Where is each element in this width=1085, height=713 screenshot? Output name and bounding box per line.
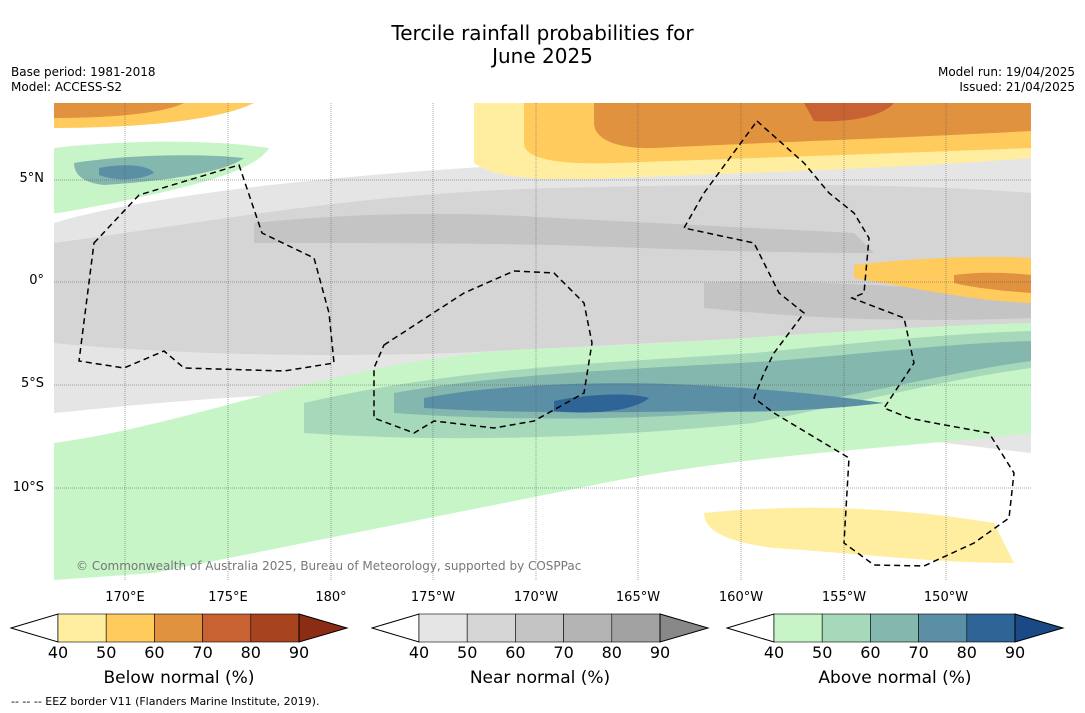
colorbar-near-normal (371, 613, 710, 643)
map-panel: © Commonwealth of Australia 2025, Bureau… (54, 103, 1031, 580)
colorbar-tick-label: 70 (908, 643, 929, 662)
colorbar-segment (773, 613, 823, 643)
colorbar-extend-low (726, 613, 775, 643)
colorbar-segment (870, 613, 919, 643)
colorbar-tick-label: 90 (649, 643, 671, 662)
title-line-2: June 2025 (492, 44, 593, 68)
meta-left: Base period: 1981-2018 Model: ACCESS-S2 (11, 65, 156, 95)
meta-right: Model run: 19/04/2025 Issued: 21/04/2025 (938, 65, 1075, 95)
lon-label: 160°W (718, 590, 764, 605)
colorbar-tick-label: 80 (601, 643, 622, 662)
colorbar-segment (250, 613, 300, 643)
lon-label: 165°W (615, 590, 661, 605)
issued-date: Issued: 21/04/2025 (959, 80, 1075, 94)
colorbar-segment (563, 613, 613, 643)
lon-label: 170°W (513, 590, 559, 605)
lon-label: 170°E (105, 590, 145, 605)
colorbar-tick-label: 70 (553, 643, 574, 662)
lat-label-0: 0° (29, 273, 44, 288)
colorbar-segment (105, 613, 155, 643)
colorbar-tick-label: 60 (144, 643, 165, 662)
colorbar-segment (515, 613, 564, 643)
lon-label: 150°W (923, 590, 969, 605)
colorbar-segment (611, 613, 661, 643)
colorbar-segment (466, 613, 516, 643)
colorbar-extend-high (298, 613, 349, 643)
colorbar-tick-label: 80 (240, 643, 261, 662)
colorbar-tick-label: 70 (192, 643, 213, 662)
colorbar-segment (202, 613, 252, 643)
colorbar-tick-label: 40 (763, 643, 785, 662)
colorbar-label-below: Below normal (%) (103, 668, 255, 688)
title-line-1: Tercile rainfall probabilities for (391, 21, 694, 45)
colorbar-tick-label: 80 (956, 643, 977, 662)
below-normal-southeast (704, 507, 1014, 563)
colorbar-extend-high (1014, 613, 1065, 643)
model-run: Model run: 19/04/2025 (937, 65, 1075, 79)
lon-label: 175°W (410, 590, 456, 605)
below-normal-north-80 (804, 103, 894, 122)
lat-label-10s: 10°S (12, 480, 44, 495)
above-normal-nw-70 (99, 165, 154, 180)
near-normal-region-60 (254, 213, 874, 253)
colorbar-tick-label: 50 (96, 643, 117, 662)
below-normal-east (854, 256, 1031, 303)
colorbar-tick-label: 60 (505, 643, 526, 662)
lon-label: 175°E (208, 590, 248, 605)
colorbar-segment (418, 613, 468, 643)
colorbar-extend-low (10, 613, 59, 643)
colorbar-below-normal (10, 613, 349, 643)
colorbar-tick-label: 50 (457, 643, 478, 662)
below-normal-east-70 (954, 272, 1031, 293)
eez-borders (78, 119, 1015, 567)
colorbar-extend-low (371, 613, 420, 643)
colorbar-tick-label: 50 (812, 643, 833, 662)
lon-label: 180° (315, 590, 347, 605)
colorbar-above-normal (726, 613, 1065, 643)
lat-label-5n: 5°N (19, 171, 45, 186)
above-normal-south-70 (424, 383, 884, 413)
below-normal-nw-70 (54, 103, 184, 118)
copyright-notice: © Commonwealth of Australia 2025, Bureau… (76, 559, 581, 573)
lon-label: 155°W (821, 590, 867, 605)
colorbar-segment (154, 613, 203, 643)
base-period: Base period: 1981-2018 (11, 65, 156, 79)
colorbar-tick-label: 90 (1004, 643, 1026, 662)
graticule (54, 103, 1031, 580)
colorbar-tick-label: 90 (288, 643, 310, 662)
below-normal-north-70 (594, 103, 1031, 149)
colorbar-extend-high (659, 613, 710, 643)
colorbar-segment (57, 613, 107, 643)
colorbar-segment (821, 613, 871, 643)
colorbar-tick-label: 40 (47, 643, 69, 662)
eez-footnote: -- -- -- EEZ border V11 (Flanders Marine… (11, 695, 320, 708)
model-name: Model: ACCESS-S2 (11, 80, 123, 94)
lat-label-5s: 5°S (20, 376, 44, 391)
colorbar-label-above: Above normal (%) (818, 668, 972, 688)
colorbar-segment (918, 613, 968, 643)
colorbar-label-near: Near normal (%) (469, 668, 611, 688)
colorbar-tick-label: 40 (408, 643, 430, 662)
above-normal-south-80 (554, 394, 649, 413)
colorbar-tick-label: 60 (860, 643, 881, 662)
colorbar-segment (966, 613, 1016, 643)
